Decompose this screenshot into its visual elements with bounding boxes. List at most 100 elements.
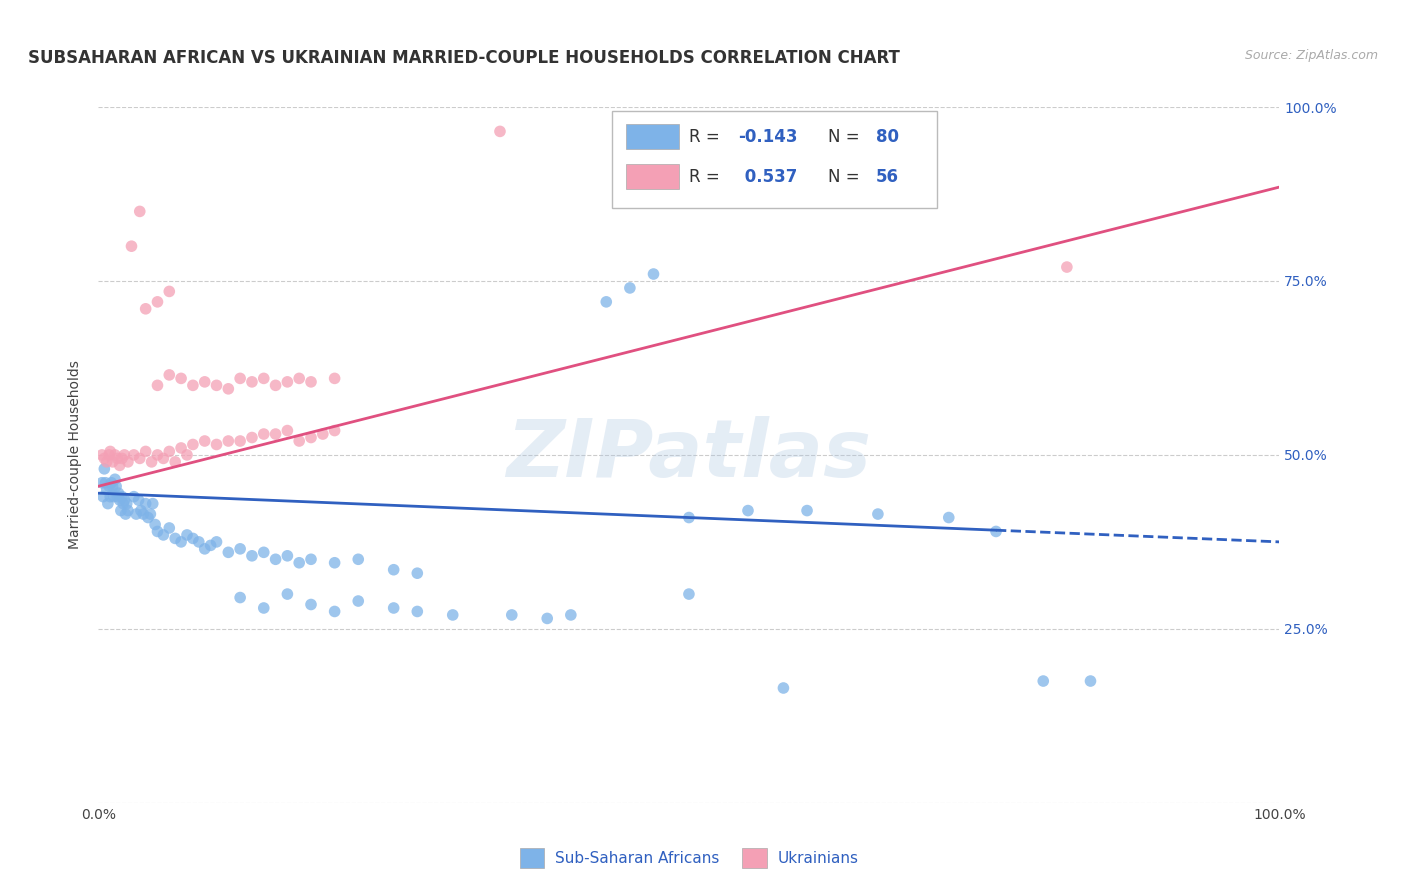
Point: [217, 545, 239, 559]
Point: [205, 437, 228, 451]
Point: [194, 434, 217, 448]
Point: [382, 563, 405, 577]
Text: R =: R =: [689, 128, 725, 146]
Point: [276, 587, 298, 601]
Text: N =: N =: [828, 168, 865, 186]
Point: [772, 681, 794, 695]
Point: [866, 507, 889, 521]
Point: [619, 281, 641, 295]
Point: [157, 285, 180, 299]
Point: [288, 556, 311, 570]
Point: [501, 607, 523, 622]
Point: [276, 375, 298, 389]
Point: [176, 448, 198, 462]
Point: [165, 455, 187, 469]
Point: [276, 549, 298, 563]
Point: [217, 382, 239, 396]
Point: [560, 607, 582, 622]
Point: [406, 605, 429, 619]
Point: [264, 378, 287, 392]
Point: [136, 510, 159, 524]
Point: [176, 528, 198, 542]
Point: [98, 479, 121, 493]
Point: [111, 451, 134, 466]
Point: [299, 430, 322, 444]
Point: [1032, 674, 1054, 689]
Point: [96, 483, 118, 497]
Text: N =: N =: [828, 128, 865, 146]
Point: [984, 524, 1007, 539]
Point: [142, 497, 165, 511]
Point: [98, 448, 121, 462]
Text: 0.537: 0.537: [738, 168, 797, 186]
Point: [121, 239, 143, 253]
Text: SUBSAHARAN AFRICAN VS UKRAINIAN MARRIED-COUPLE HOUSEHOLDS CORRELATION CHART: SUBSAHARAN AFRICAN VS UKRAINIAN MARRIED-…: [28, 49, 900, 67]
Point: [98, 490, 121, 504]
Point: [114, 507, 136, 521]
FancyBboxPatch shape: [626, 164, 679, 189]
Point: [100, 475, 122, 490]
Point: [101, 479, 124, 493]
FancyBboxPatch shape: [626, 124, 679, 150]
Point: [240, 375, 263, 389]
Point: [536, 611, 558, 625]
Point: [200, 538, 222, 552]
Point: [128, 493, 150, 508]
Point: [93, 451, 115, 466]
Point: [108, 493, 131, 508]
Point: [107, 486, 129, 500]
Point: [104, 472, 127, 486]
Point: [112, 448, 135, 462]
Text: ZIPatlas: ZIPatlas: [506, 416, 872, 494]
Point: [122, 490, 145, 504]
Point: [104, 448, 127, 462]
Point: [323, 605, 346, 619]
FancyBboxPatch shape: [612, 111, 936, 208]
Point: [91, 490, 114, 504]
Point: [1056, 260, 1078, 274]
Point: [157, 444, 180, 458]
Point: [643, 267, 665, 281]
Point: [938, 510, 960, 524]
Point: [205, 534, 228, 549]
Point: [125, 507, 148, 521]
Point: [678, 510, 700, 524]
Point: [229, 541, 252, 556]
Point: [194, 375, 217, 389]
Point: [240, 549, 263, 563]
Point: [299, 375, 322, 389]
Point: [111, 490, 134, 504]
Point: [139, 507, 162, 521]
Point: [181, 532, 204, 546]
Point: [170, 371, 193, 385]
Point: [105, 490, 128, 504]
Point: [135, 444, 157, 458]
Point: [229, 371, 252, 385]
Y-axis label: Married-couple Households: Married-couple Households: [69, 360, 83, 549]
Point: [152, 528, 174, 542]
Point: [264, 427, 287, 442]
Point: [194, 541, 217, 556]
Point: [152, 451, 174, 466]
Point: [347, 594, 370, 608]
Point: [323, 556, 346, 570]
Text: Source: ZipAtlas.com: Source: ZipAtlas.com: [1244, 49, 1378, 62]
Point: [165, 532, 187, 546]
Point: [299, 552, 322, 566]
Point: [217, 434, 239, 448]
Point: [146, 294, 169, 309]
Point: [382, 601, 405, 615]
Point: [112, 493, 135, 508]
Text: -0.143: -0.143: [738, 128, 799, 146]
Point: [91, 475, 114, 490]
Point: [288, 371, 311, 385]
Point: [205, 378, 228, 392]
Point: [323, 371, 346, 385]
Point: [406, 566, 429, 581]
Point: [96, 455, 118, 469]
Point: [132, 507, 155, 521]
Point: [737, 503, 759, 517]
Point: [441, 607, 464, 622]
Point: [101, 455, 124, 469]
Point: [347, 552, 370, 566]
